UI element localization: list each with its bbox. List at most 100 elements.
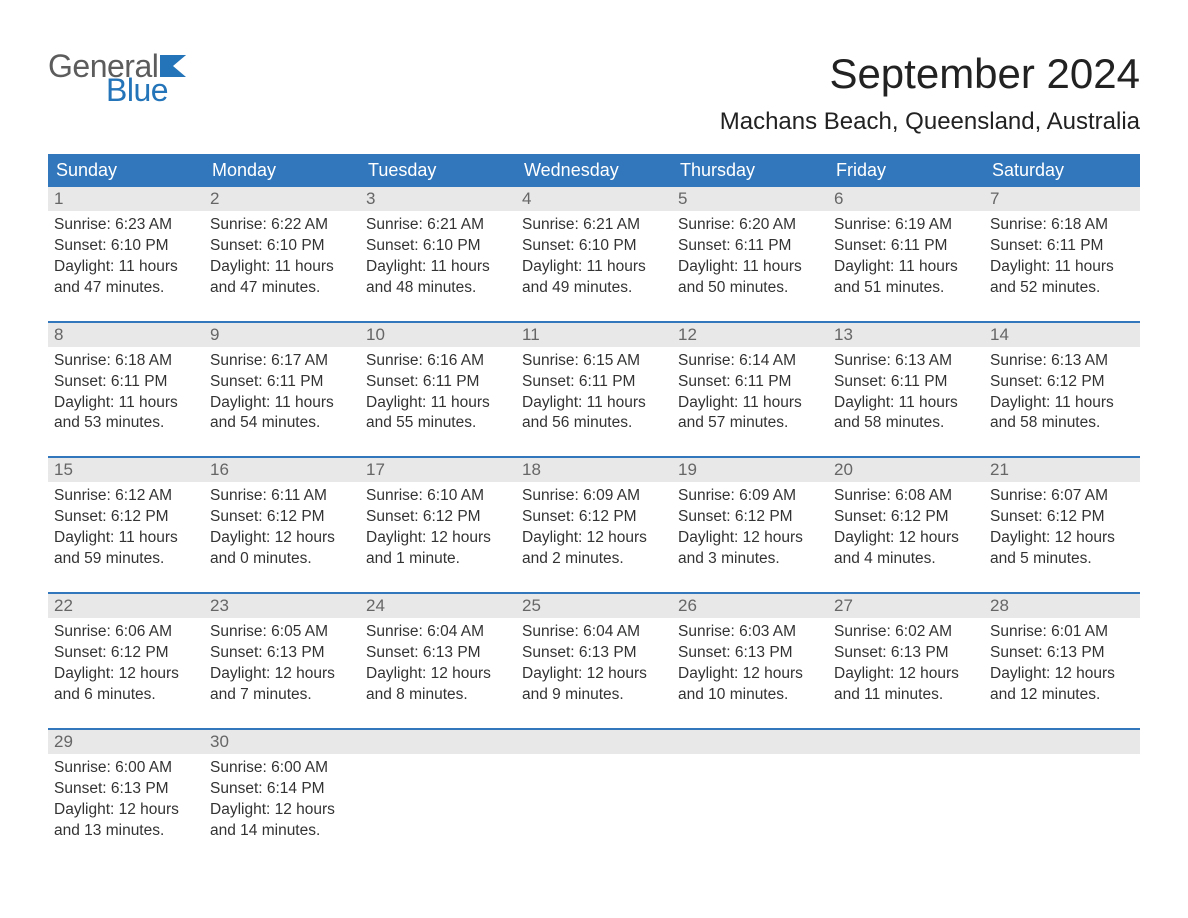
week-block: 1234567Sunrise: 6:23 AMSunset: 6:10 PMDa… bbox=[48, 187, 1140, 303]
day-line: Sunset: 6:11 PM bbox=[834, 372, 978, 393]
day-line: Sunset: 6:10 PM bbox=[522, 236, 666, 257]
day-number: 5 bbox=[672, 187, 828, 211]
weekday-header: Monday bbox=[204, 154, 360, 187]
day-line: Daylight: 11 hours bbox=[834, 393, 978, 414]
week-block: 2930Sunrise: 6:00 AMSunset: 6:13 PMDayli… bbox=[48, 728, 1140, 846]
day-line: Daylight: 12 hours bbox=[366, 528, 510, 549]
day-line: Daylight: 12 hours bbox=[210, 664, 354, 685]
day-cell: Sunrise: 6:21 AMSunset: 6:10 PMDaylight:… bbox=[360, 211, 516, 303]
day-line: and 10 minutes. bbox=[678, 685, 822, 706]
day-cell: Sunrise: 6:07 AMSunset: 6:12 PMDaylight:… bbox=[984, 482, 1140, 574]
day-line: Sunset: 6:12 PM bbox=[54, 507, 198, 528]
day-line: and 7 minutes. bbox=[210, 685, 354, 706]
day-line: Daylight: 11 hours bbox=[54, 393, 198, 414]
day-line: Sunrise: 6:00 AM bbox=[54, 758, 198, 779]
day-number: 19 bbox=[672, 458, 828, 482]
day-cell: Sunrise: 6:09 AMSunset: 6:12 PMDaylight:… bbox=[672, 482, 828, 574]
day-line: Sunset: 6:13 PM bbox=[990, 643, 1134, 664]
day-line: Daylight: 11 hours bbox=[990, 393, 1134, 414]
day-number: 2 bbox=[204, 187, 360, 211]
weekday-header-row: Sunday Monday Tuesday Wednesday Thursday… bbox=[48, 154, 1140, 187]
day-line: Daylight: 12 hours bbox=[834, 528, 978, 549]
day-line: and 58 minutes. bbox=[834, 413, 978, 434]
day-line: Sunrise: 6:01 AM bbox=[990, 622, 1134, 643]
day-cell: Sunrise: 6:11 AMSunset: 6:12 PMDaylight:… bbox=[204, 482, 360, 574]
day-line: Sunrise: 6:04 AM bbox=[522, 622, 666, 643]
day-cell: Sunrise: 6:09 AMSunset: 6:12 PMDaylight:… bbox=[516, 482, 672, 574]
day-line: and 50 minutes. bbox=[678, 278, 822, 299]
day-cell: Sunrise: 6:10 AMSunset: 6:12 PMDaylight:… bbox=[360, 482, 516, 574]
day-number: 8 bbox=[48, 323, 204, 347]
day-number: 16 bbox=[204, 458, 360, 482]
day-line: Daylight: 11 hours bbox=[210, 393, 354, 414]
day-line: Sunrise: 6:21 AM bbox=[522, 215, 666, 236]
header-block: General Blue September 2024 Machans Beac… bbox=[48, 50, 1140, 136]
day-line: Daylight: 12 hours bbox=[678, 528, 822, 549]
day-cell: Sunrise: 6:16 AMSunset: 6:11 PMDaylight:… bbox=[360, 347, 516, 439]
day-line: and 1 minute. bbox=[366, 549, 510, 570]
day-line: Sunset: 6:12 PM bbox=[678, 507, 822, 528]
week-block: 891011121314Sunrise: 6:18 AMSunset: 6:11… bbox=[48, 321, 1140, 439]
day-cell: Sunrise: 6:02 AMSunset: 6:13 PMDaylight:… bbox=[828, 618, 984, 710]
day-line: Sunset: 6:11 PM bbox=[210, 372, 354, 393]
day-cell: Sunrise: 6:04 AMSunset: 6:13 PMDaylight:… bbox=[360, 618, 516, 710]
day-line: Sunrise: 6:16 AM bbox=[366, 351, 510, 372]
day-line: Daylight: 11 hours bbox=[366, 393, 510, 414]
day-number bbox=[828, 730, 984, 754]
day-line: Daylight: 11 hours bbox=[678, 393, 822, 414]
day-number: 13 bbox=[828, 323, 984, 347]
day-cell: Sunrise: 6:21 AMSunset: 6:10 PMDaylight:… bbox=[516, 211, 672, 303]
day-number-row: 2930 bbox=[48, 730, 1140, 754]
day-line: Daylight: 12 hours bbox=[366, 664, 510, 685]
day-line: Sunrise: 6:23 AM bbox=[54, 215, 198, 236]
day-cell: Sunrise: 6:18 AMSunset: 6:11 PMDaylight:… bbox=[48, 347, 204, 439]
day-line: Daylight: 11 hours bbox=[54, 257, 198, 278]
day-line: and 56 minutes. bbox=[522, 413, 666, 434]
day-number: 24 bbox=[360, 594, 516, 618]
day-line: Sunrise: 6:18 AM bbox=[990, 215, 1134, 236]
day-line: Sunset: 6:11 PM bbox=[678, 372, 822, 393]
day-content-row: Sunrise: 6:12 AMSunset: 6:12 PMDaylight:… bbox=[48, 482, 1140, 574]
day-line: Sunset: 6:14 PM bbox=[210, 779, 354, 800]
day-line: Sunset: 6:13 PM bbox=[522, 643, 666, 664]
day-number bbox=[360, 730, 516, 754]
weekday-header: Wednesday bbox=[516, 154, 672, 187]
day-line: Daylight: 12 hours bbox=[834, 664, 978, 685]
day-line: Daylight: 11 hours bbox=[522, 393, 666, 414]
day-content-row: Sunrise: 6:00 AMSunset: 6:13 PMDaylight:… bbox=[48, 754, 1140, 846]
day-number: 30 bbox=[204, 730, 360, 754]
logo: General Blue bbox=[48, 50, 190, 106]
day-cell: Sunrise: 6:13 AMSunset: 6:11 PMDaylight:… bbox=[828, 347, 984, 439]
day-cell bbox=[360, 754, 516, 846]
day-line: and 47 minutes. bbox=[210, 278, 354, 299]
day-line: Sunrise: 6:12 AM bbox=[54, 486, 198, 507]
day-line: and 14 minutes. bbox=[210, 821, 354, 842]
day-line: Sunrise: 6:04 AM bbox=[366, 622, 510, 643]
day-number: 14 bbox=[984, 323, 1140, 347]
day-content-row: Sunrise: 6:18 AMSunset: 6:11 PMDaylight:… bbox=[48, 347, 1140, 439]
week-block: 15161718192021Sunrise: 6:12 AMSunset: 6:… bbox=[48, 456, 1140, 574]
day-line: and 58 minutes. bbox=[990, 413, 1134, 434]
day-line: Sunset: 6:13 PM bbox=[834, 643, 978, 664]
day-cell: Sunrise: 6:17 AMSunset: 6:11 PMDaylight:… bbox=[204, 347, 360, 439]
day-line: Daylight: 12 hours bbox=[522, 664, 666, 685]
day-line: and 49 minutes. bbox=[522, 278, 666, 299]
weekday-header: Thursday bbox=[672, 154, 828, 187]
day-line: and 5 minutes. bbox=[990, 549, 1134, 570]
day-number: 20 bbox=[828, 458, 984, 482]
day-number: 26 bbox=[672, 594, 828, 618]
day-line: Daylight: 11 hours bbox=[366, 257, 510, 278]
day-line: Sunset: 6:11 PM bbox=[834, 236, 978, 257]
day-line: Sunrise: 6:14 AM bbox=[678, 351, 822, 372]
day-number-row: 15161718192021 bbox=[48, 458, 1140, 482]
day-line: Sunrise: 6:07 AM bbox=[990, 486, 1134, 507]
day-line: and 11 minutes. bbox=[834, 685, 978, 706]
day-line: Sunrise: 6:18 AM bbox=[54, 351, 198, 372]
day-line: Sunrise: 6:10 AM bbox=[366, 486, 510, 507]
day-number bbox=[672, 730, 828, 754]
day-line: Sunset: 6:12 PM bbox=[54, 643, 198, 664]
day-line: and 52 minutes. bbox=[990, 278, 1134, 299]
day-number: 23 bbox=[204, 594, 360, 618]
day-line: Sunset: 6:12 PM bbox=[990, 372, 1134, 393]
day-line: Sunset: 6:12 PM bbox=[522, 507, 666, 528]
